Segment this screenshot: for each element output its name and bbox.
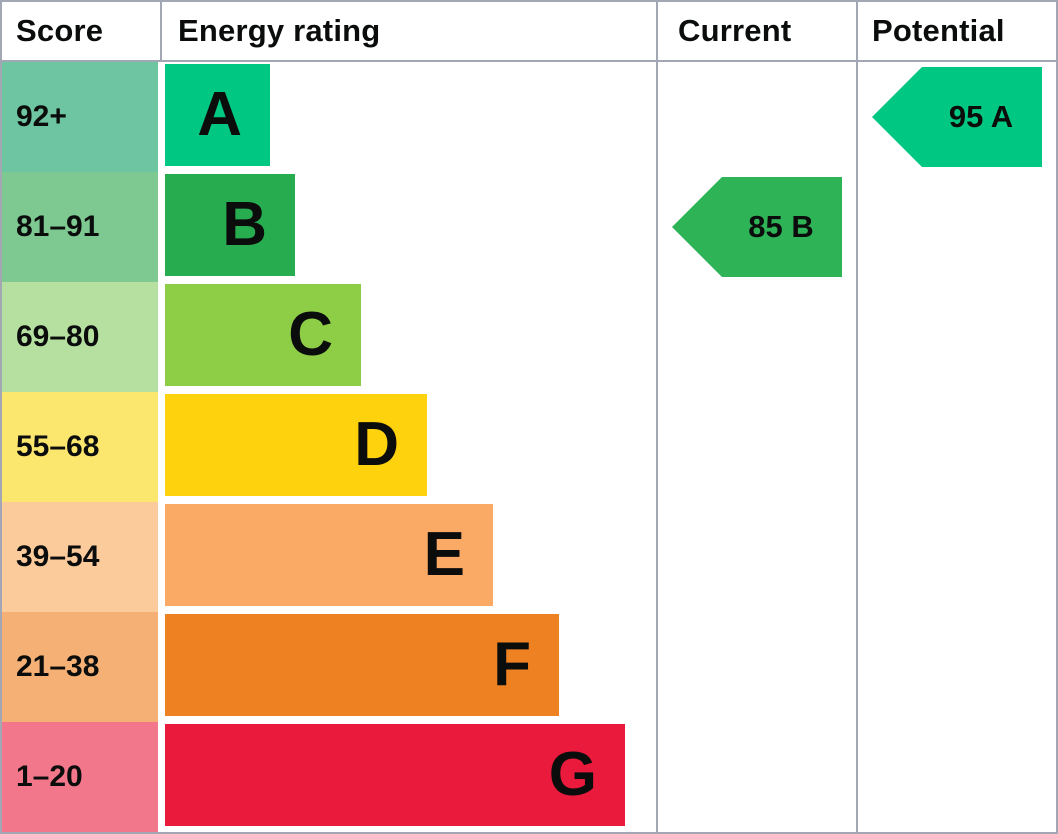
current-cell: 85 B [656,172,856,282]
header-potential: Potential [856,2,1056,60]
current-cell [656,62,856,172]
rating-bar: D [165,394,427,496]
header-score: Score [2,2,162,60]
potential-rating-arrow: 95 A [872,67,1042,167]
score-range-label: 1–20 [16,760,83,793]
band-row: 92+ A 95 A [2,62,1056,172]
current-rating-label: 85 B [748,209,814,244]
score-range-label: 81–91 [16,210,100,243]
band-row: 1–20 G [2,722,1056,832]
rating-cell: F [162,612,656,722]
potential-cell [856,172,1056,282]
score-cell: 21–38 [2,612,162,722]
rating-cell: G [162,722,656,832]
band-row: 69–80 C [2,282,1056,392]
current-cell [656,282,856,392]
rating-letter: F [493,630,531,699]
potential-cell [856,282,1056,392]
score-range-label: 92+ [16,100,67,133]
potential-rating-label: 95 A [948,99,1014,134]
score-cell: 55–68 [2,392,162,502]
score-cell: 69–80 [2,282,162,392]
rating-bar: C [165,284,361,386]
score-range-label: 21–38 [16,650,100,683]
score-cell: 1–20 [2,722,162,832]
potential-cell [856,612,1056,722]
epc-rows: 92+ A 95 A 81–91 B 85 B 69–80 C [2,62,1056,832]
header-current: Current [656,2,856,60]
rating-bar: A [165,64,270,166]
band-row: 81–91 B 85 B [2,172,1056,282]
score-cell: 81–91 [2,172,162,282]
rating-cell: C [162,282,656,392]
current-cell [656,502,856,612]
score-cell: 92+ [2,62,162,172]
rating-bar: G [165,724,625,826]
current-cell [656,392,856,502]
band-row: 21–38 F [2,612,1056,722]
rating-bar: E [165,504,493,606]
current-cell [656,612,856,722]
score-range-label: 55–68 [16,430,100,463]
potential-cell [856,722,1056,832]
current-cell [656,722,856,832]
rating-letter: G [548,740,597,809]
rating-bar: B [165,174,295,276]
header-energy-rating: Energy rating [178,13,381,48]
potential-cell [856,392,1056,502]
rating-letter: E [423,520,465,589]
current-rating-arrow: 85 B [672,177,842,277]
rating-letter: C [288,300,333,369]
rating-cell: B [162,172,656,282]
header-row: Score Energy rating Current Potential [2,2,1056,62]
band-row: 39–54 E [2,502,1056,612]
rating-cell: D [162,392,656,502]
potential-cell: 95 A [856,62,1056,172]
potential-cell [856,502,1056,612]
score-cell: 39–54 [2,502,162,612]
rating-cell: A [162,62,656,172]
rating-letter: D [354,410,399,479]
rating-letter: B [222,190,267,259]
score-range-label: 69–80 [16,320,100,353]
rating-bar: F [165,614,559,716]
score-range-label: 39–54 [16,540,100,573]
rating-cell: E [162,502,656,612]
band-row: 55–68 D [2,392,1056,502]
rating-letter: A [197,80,242,149]
